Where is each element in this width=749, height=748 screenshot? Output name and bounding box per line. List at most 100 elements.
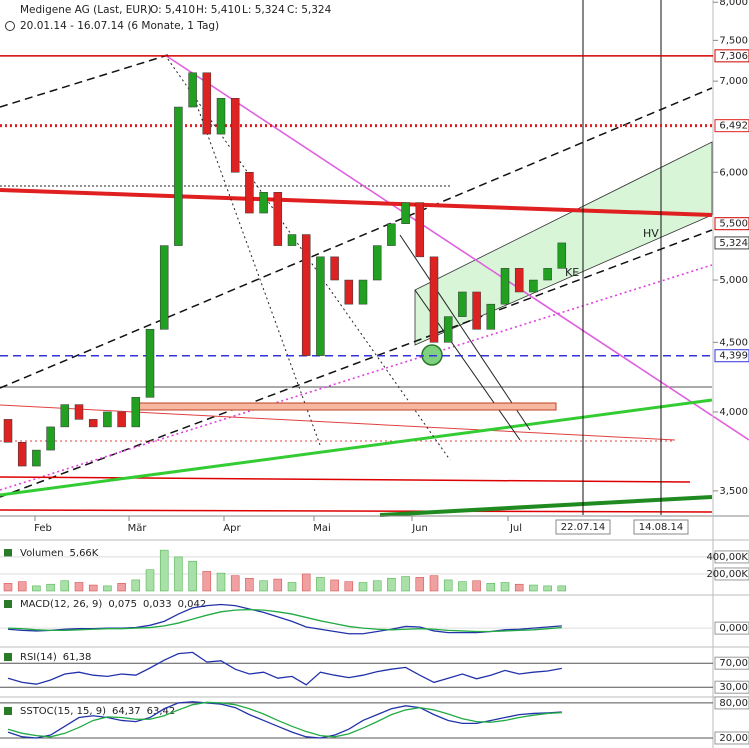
indicator-line [7,701,562,738]
price-marker [714,119,749,133]
tick-box [714,731,749,745]
volume-bar [330,579,339,592]
candle [514,268,524,293]
price-marker [714,349,749,363]
date-marker [633,519,689,535]
trend-line [0,476,691,483]
x-tick-label: Mär [128,523,148,534]
symbol: Medigene AG (Last, EUR) [20,4,152,16]
trend-line [0,398,713,497]
volume-bar [74,582,84,592]
candle [486,303,496,330]
annotation: KE [565,266,579,279]
panel-icon [4,549,12,557]
y-tick-label: 400,00K [706,552,748,563]
trend-line [0,54,169,108]
candle [3,419,13,443]
panel-title: RSI(14) [20,652,57,663]
panel-title: Volumen [20,548,64,559]
candle [131,397,141,428]
candle [401,202,410,224]
tick-box [714,621,749,635]
date-range: 20.01.14 - 16.07.14 (6 Monate, 1 Tag) [20,20,219,32]
volume-bar [358,582,368,592]
annotation: HV [643,227,659,240]
volume-bar [415,577,425,592]
y-tick-label: 7,000 [719,76,748,87]
candle [543,268,552,281]
volume-bar [458,581,467,592]
y-tick-label: 80,00 [719,698,748,709]
panel-reading: 5,66K [70,548,99,559]
volume-bar [3,583,13,592]
candle [443,316,453,343]
volume-bar [174,556,183,592]
volume-bar [230,575,240,592]
volume-bar [543,585,552,592]
candle [372,245,382,281]
candle [188,72,197,108]
candle [415,202,425,258]
tick-box [714,680,749,694]
candle [74,404,84,420]
candle [330,256,339,281]
volume-bar [17,581,27,592]
volume-bar [117,583,126,592]
price-marker-label: 5,324 [719,238,748,249]
panel-title: SSTOC(15, 15, 9) [20,706,106,717]
candle [557,242,567,269]
candle [287,234,297,246]
volume-bar [316,577,325,592]
tick-box [714,696,749,710]
candle [103,411,112,428]
volume-bar [32,585,41,592]
x-tick-label: Apr [223,523,241,534]
zone [132,402,557,411]
panel-reading: 0,042 [178,599,207,610]
indicator-line [7,701,562,739]
volume-bar [259,580,268,592]
volume-bar [500,582,510,592]
trend-line [164,54,749,441]
trend-line [0,404,676,441]
date-marker [555,519,611,535]
trend-line [399,234,531,431]
low: L: 5,324 [242,4,285,16]
candle [17,442,27,467]
y-tick-label: 3,500 [719,486,748,497]
open: O: 5,410 [150,4,195,16]
y-tick-label: 6,000 [719,167,748,178]
trend-line [379,495,713,517]
volume-bar [344,581,354,592]
price-marker-label: 7,306 [719,51,748,62]
volume-bar [188,560,197,592]
y-tick-label: 0,000 [719,623,748,634]
y-tick-label: 200,00K [706,569,748,580]
volume-bar [557,585,567,592]
x-tick-label: Feb [34,523,52,534]
volume-bar [429,575,439,592]
tick-box [714,567,749,581]
x-tick-label: Jun [411,523,428,534]
volume-bar [401,576,410,592]
volume-bar [443,579,453,592]
candle [145,329,155,398]
volume-bar [472,580,481,592]
candle [273,192,283,246]
candle [472,291,481,330]
indicator-line [7,608,562,633]
high: H: 5,410 [196,4,241,16]
candle [316,256,325,356]
candle [174,106,183,246]
price-marker [714,217,749,231]
panel-title: MACD(12, 26, 9) [20,599,102,610]
panel-reading: 0,075 [108,599,137,610]
date-marker-label: 22.07.14 [561,522,606,533]
tick-box [714,656,749,670]
panel-reading: 64,37 [112,706,141,717]
candle [60,404,70,428]
candle [202,72,212,135]
price-marker [714,49,749,63]
candle [358,279,368,305]
